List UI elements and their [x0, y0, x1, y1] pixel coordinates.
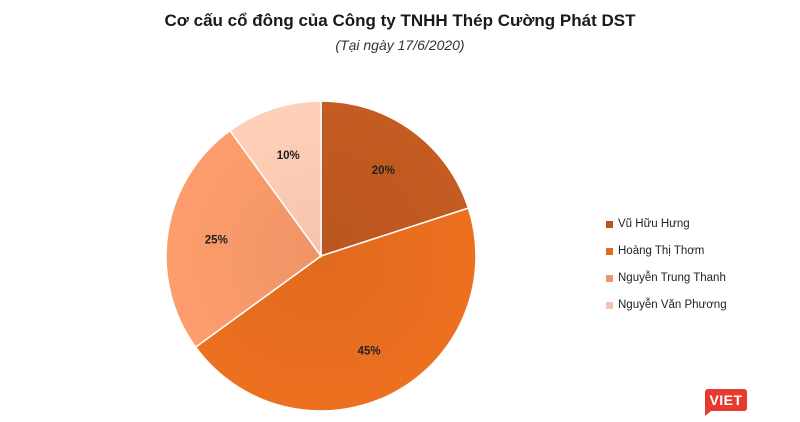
pie-slice-4 — [228, 100, 322, 259]
pie-slice-1 — [320, 100, 470, 258]
chart-subtitle: (Tại ngày 17/6/2020) — [335, 37, 465, 53]
chart-title: Cơ cấu cổ đông của Công ty TNHH Thép Cườ… — [164, 11, 636, 30]
legend-swatch — [606, 221, 613, 228]
data-label-3: 25% — [205, 234, 228, 246]
legend-label: Nguyễn Văn Phương — [618, 299, 727, 311]
data-label-4: 10% — [277, 150, 300, 162]
legend-label: Hoàng Thị Thơm — [618, 245, 705, 257]
data-label-2: 45% — [358, 345, 381, 357]
legend-swatch — [606, 275, 613, 282]
pie-slice-2 — [194, 207, 477, 412]
legend-swatch — [606, 248, 613, 255]
data-label-1: 20% — [372, 165, 395, 177]
legend-swatch — [606, 302, 613, 309]
legend-label: Vũ Hữu Hưng — [618, 218, 690, 230]
legend-label: Nguyễn Trung Thanh — [618, 272, 726, 284]
pie-slice-3 — [165, 129, 323, 349]
brand-logo: VIET — [705, 389, 747, 416]
brand-logo-text: VIET — [709, 392, 743, 408]
